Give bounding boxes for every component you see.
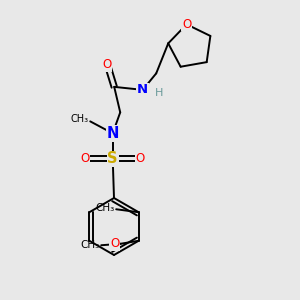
- Text: N: N: [106, 126, 119, 141]
- Text: O: O: [102, 58, 111, 71]
- Text: CH₃: CH₃: [70, 114, 89, 124]
- Text: O: O: [182, 18, 191, 31]
- Text: O: O: [136, 152, 145, 165]
- Text: CH₃: CH₃: [95, 203, 115, 213]
- Text: O: O: [110, 237, 119, 250]
- Text: S: S: [107, 152, 118, 166]
- Text: H: H: [155, 88, 164, 98]
- Text: N: N: [137, 83, 148, 96]
- Text: O: O: [80, 152, 90, 165]
- Text: CH₃: CH₃: [80, 240, 100, 250]
